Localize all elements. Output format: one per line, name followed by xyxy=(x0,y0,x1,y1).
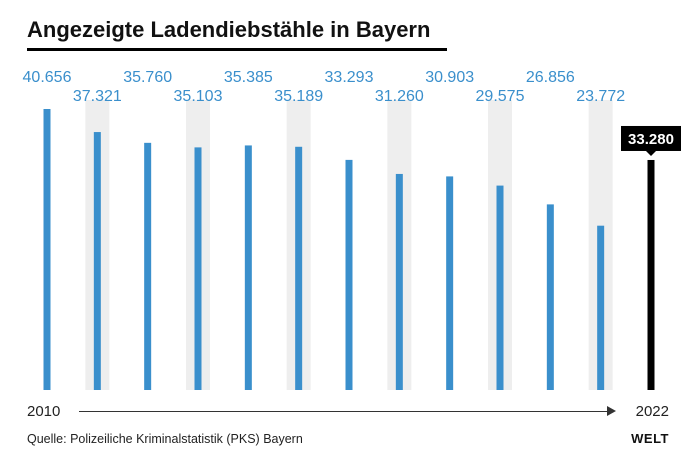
bar-2018 xyxy=(446,176,454,390)
value-label-2020: 26.856 xyxy=(526,69,575,86)
axis-end-label: 2022 xyxy=(635,403,669,420)
bar-2013 xyxy=(194,147,202,390)
highlight-label-pointer xyxy=(646,150,656,156)
value-label-2021: 23.772 xyxy=(576,88,625,105)
arrow-right-icon xyxy=(607,406,616,416)
value-label-2022: 33.280 xyxy=(628,131,674,148)
value-label-2016: 33.293 xyxy=(325,69,374,86)
bar-2021 xyxy=(597,225,605,390)
highlight-label-box xyxy=(621,125,681,151)
value-label-2018: 30.903 xyxy=(425,69,474,86)
value-label-2011: 37.321 xyxy=(73,88,122,105)
bar-2019 xyxy=(496,185,504,390)
bar-2017 xyxy=(395,173,403,390)
bar-2016 xyxy=(345,159,353,390)
bar-2015 xyxy=(295,146,303,390)
bar-2020 xyxy=(546,204,554,390)
axis-start-label: 2010 xyxy=(27,403,61,420)
source-note: Quelle: Polizeiliche Kriminalstatistik (… xyxy=(27,432,303,446)
value-label-2019: 29.575 xyxy=(476,88,525,105)
bar-chart: 40.65637.32135.76035.10335.38535.18933.2… xyxy=(23,69,681,390)
value-label-2017: 31.260 xyxy=(375,88,424,105)
value-label-2014: 35.385 xyxy=(224,69,273,86)
title-underline xyxy=(27,48,447,51)
value-label-2012: 35.760 xyxy=(123,69,172,86)
bar-2012 xyxy=(144,142,152,390)
welt-logo: WELT xyxy=(631,431,669,446)
value-label-2013: 35.103 xyxy=(174,88,223,105)
value-label-2015: 35.189 xyxy=(274,88,323,105)
chart-title: Angezeigte Ladendiebstähle in Bayern xyxy=(27,17,431,42)
bar-2014 xyxy=(244,145,252,390)
bar-2022 xyxy=(647,159,655,390)
bar-2010 xyxy=(43,109,51,390)
value-label-2010: 40.656 xyxy=(23,69,72,86)
bar-2011 xyxy=(93,132,101,390)
timeline-line xyxy=(79,411,609,412)
